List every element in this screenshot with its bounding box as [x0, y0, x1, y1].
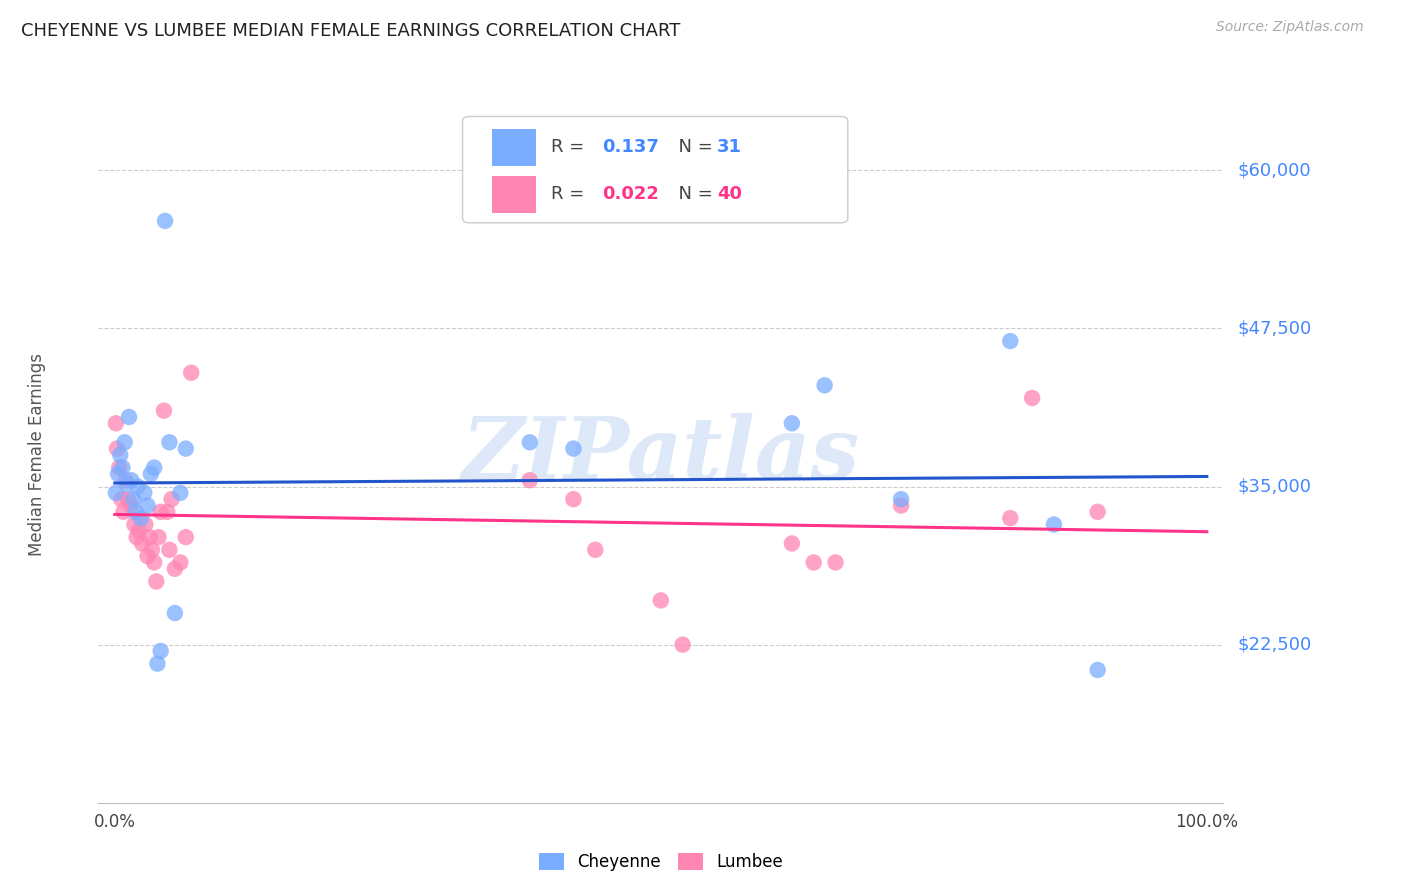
- Point: [583, 542, 606, 557]
- Text: ZIPatlas: ZIPatlas: [461, 413, 860, 497]
- Point: [157, 542, 180, 557]
- Point: [107, 467, 129, 481]
- Point: [145, 574, 167, 589]
- Point: [105, 442, 128, 456]
- Point: [122, 492, 145, 507]
- Point: [1087, 505, 1109, 519]
- Point: [814, 378, 837, 392]
- Point: [148, 530, 170, 544]
- Point: [136, 499, 159, 513]
- Point: [174, 530, 197, 544]
- Text: R =: R =: [551, 138, 591, 156]
- Point: [124, 517, 146, 532]
- Point: [163, 606, 186, 620]
- Point: [890, 492, 912, 507]
- Point: [104, 486, 127, 500]
- Point: [780, 417, 803, 431]
- Point: [139, 530, 162, 544]
- Point: [803, 556, 825, 570]
- Point: [169, 556, 191, 570]
- Point: [129, 511, 152, 525]
- Text: $60,000: $60,000: [1237, 161, 1310, 179]
- Point: [120, 473, 142, 487]
- Point: [149, 644, 172, 658]
- Text: $47,500: $47,500: [1237, 319, 1312, 337]
- Point: [131, 536, 153, 550]
- Point: [127, 479, 149, 493]
- Text: N =: N =: [666, 138, 718, 156]
- Point: [650, 593, 672, 607]
- Point: [156, 505, 179, 519]
- Point: [146, 657, 169, 671]
- Point: [114, 435, 136, 450]
- Point: [124, 505, 146, 519]
- Point: [890, 499, 912, 513]
- Point: [157, 435, 180, 450]
- Point: [562, 442, 585, 456]
- Point: [143, 556, 166, 570]
- Point: [163, 562, 186, 576]
- Point: [1000, 334, 1022, 348]
- Point: [112, 505, 135, 519]
- Point: [824, 556, 846, 570]
- Point: [141, 542, 163, 557]
- Text: CHEYENNE VS LUMBEE MEDIAN FEMALE EARNINGS CORRELATION CHART: CHEYENNE VS LUMBEE MEDIAN FEMALE EARNING…: [21, 22, 681, 40]
- Text: $35,000: $35,000: [1237, 477, 1312, 496]
- Point: [562, 492, 585, 507]
- Point: [174, 442, 197, 456]
- Point: [1000, 511, 1022, 525]
- Point: [519, 435, 541, 450]
- Point: [134, 486, 156, 500]
- Text: 31: 31: [717, 138, 742, 156]
- Point: [128, 524, 150, 538]
- Point: [115, 477, 138, 491]
- Point: [136, 549, 159, 563]
- Point: [1021, 391, 1043, 405]
- Point: [114, 473, 136, 487]
- Text: Source: ZipAtlas.com: Source: ZipAtlas.com: [1216, 20, 1364, 34]
- Point: [672, 638, 695, 652]
- Point: [139, 467, 162, 481]
- Point: [120, 499, 142, 513]
- Text: N =: N =: [666, 185, 718, 203]
- Point: [780, 536, 803, 550]
- Point: [117, 492, 139, 507]
- Text: 40: 40: [717, 185, 742, 203]
- Text: 0.137: 0.137: [602, 138, 659, 156]
- Point: [1087, 663, 1109, 677]
- Point: [519, 473, 541, 487]
- Point: [160, 492, 183, 507]
- Point: [1043, 517, 1066, 532]
- Point: [110, 492, 132, 507]
- Point: [104, 417, 127, 431]
- Point: [143, 460, 166, 475]
- Point: [153, 403, 176, 417]
- Point: [108, 460, 131, 475]
- Point: [111, 460, 134, 475]
- Text: R =: R =: [551, 185, 591, 203]
- Point: [169, 486, 191, 500]
- Text: 0.022: 0.022: [602, 185, 659, 203]
- Point: [153, 214, 176, 228]
- Text: $22,500: $22,500: [1237, 636, 1312, 654]
- Text: Median Female Earnings: Median Female Earnings: [28, 353, 45, 557]
- Point: [118, 409, 141, 424]
- Legend: Cheyenne, Lumbee: Cheyenne, Lumbee: [533, 847, 789, 878]
- Point: [125, 530, 148, 544]
- Point: [180, 366, 202, 380]
- Point: [110, 448, 132, 462]
- Point: [149, 505, 172, 519]
- Point: [134, 517, 156, 532]
